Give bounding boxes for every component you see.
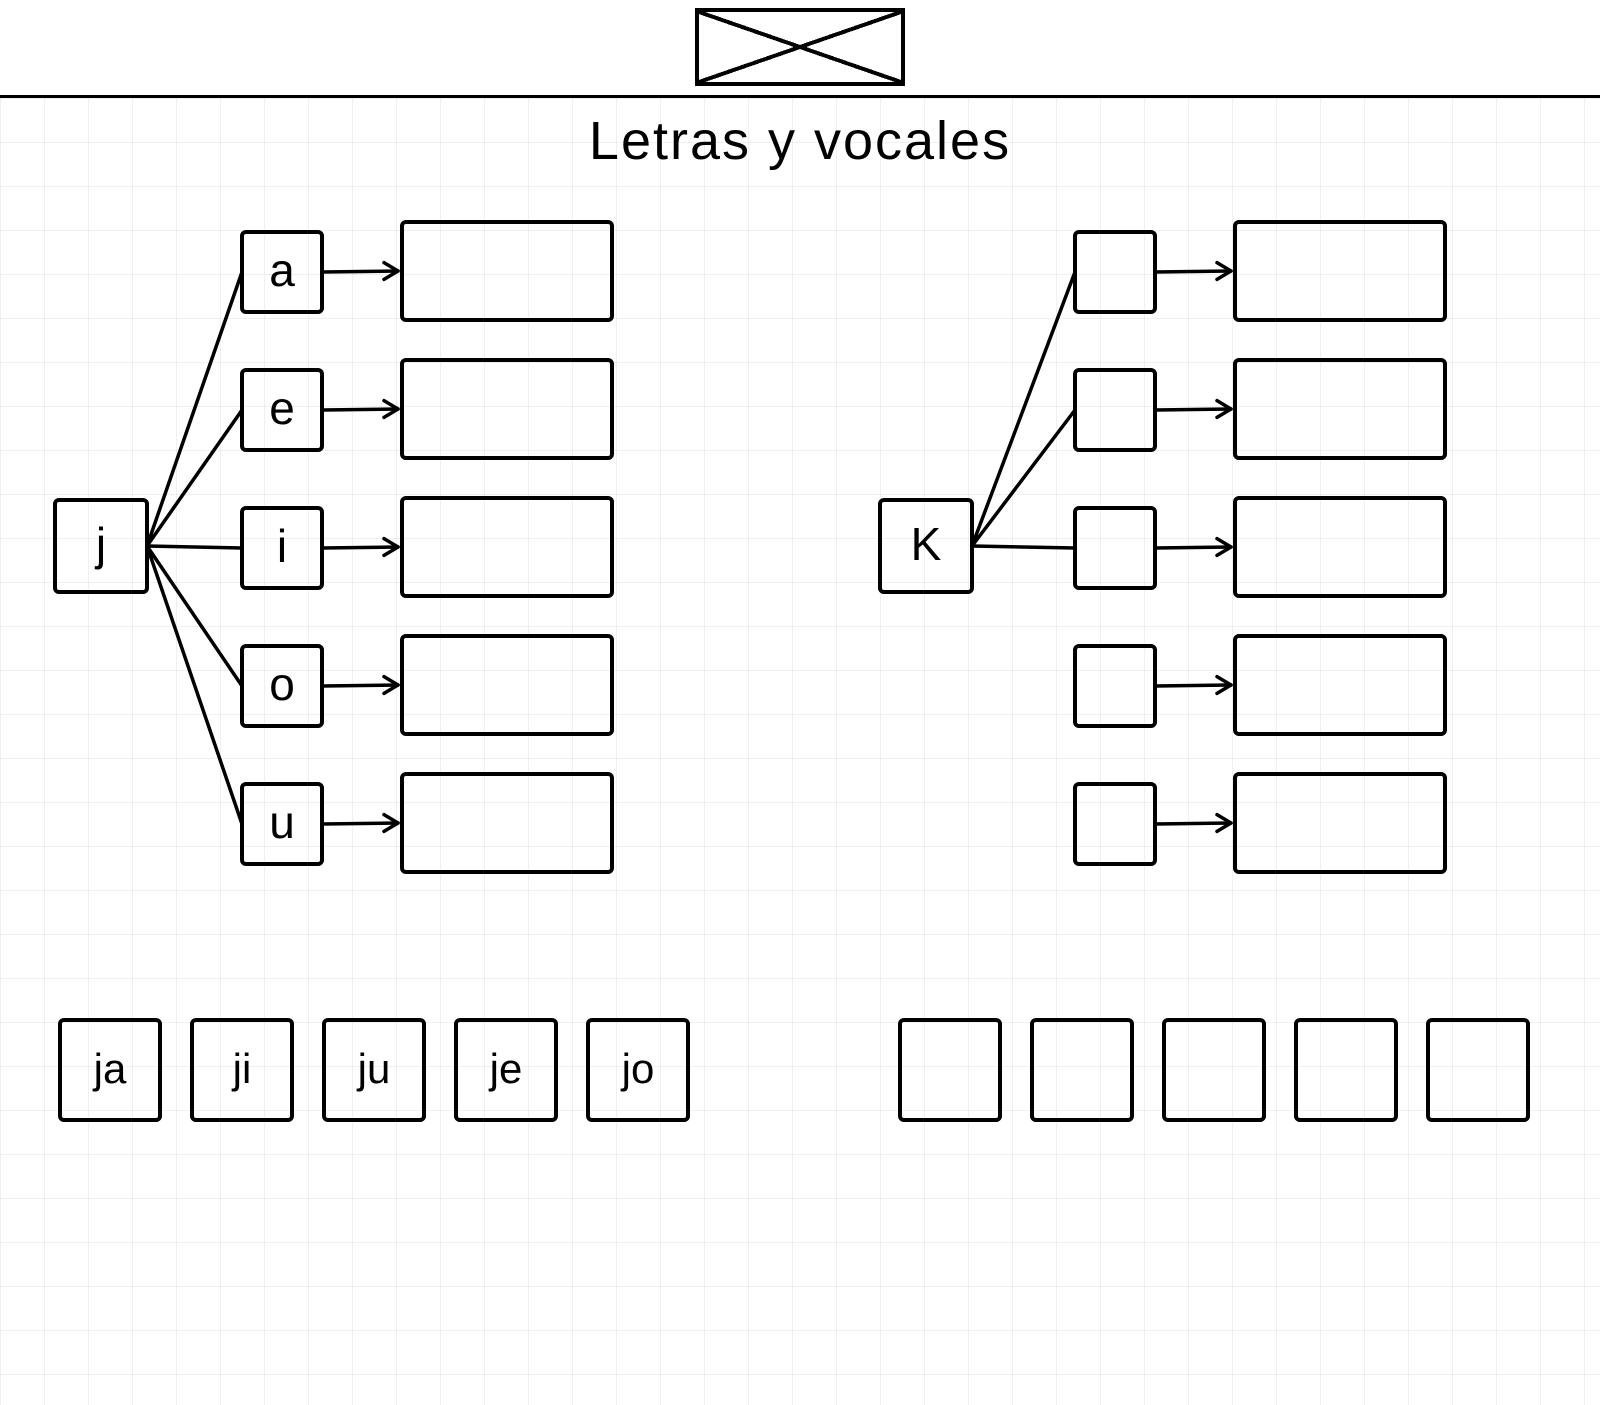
left-vowel-label-1: e: [269, 382, 295, 434]
right-tiles-tile-1[interactable]: [1032, 1020, 1132, 1120]
right-vowel-box-3[interactable]: [1075, 646, 1155, 726]
right-tiles-tile-2[interactable]: [1164, 1020, 1264, 1120]
left-vowel-label-3: o: [269, 658, 295, 710]
left-vowel-label-2: i: [277, 520, 287, 572]
right-vowel-to-target-2: [1155, 547, 1231, 548]
right-vowel-box-0[interactable]: [1075, 232, 1155, 312]
left-vowel-to-target-0: [322, 271, 398, 272]
left-tiles-tile-label-2: ju: [356, 1045, 391, 1092]
right-vowel-to-target-4: [1155, 823, 1231, 824]
right-target-box-1[interactable]: [1235, 360, 1445, 458]
left-tiles-tile-label-0: ja: [92, 1045, 127, 1092]
right-root-to-vowel-2: [972, 546, 1075, 548]
left-root-to-vowel-0: [147, 272, 242, 546]
left-root-to-vowel-4: [147, 546, 242, 824]
left-root-to-vowel-2: [147, 546, 242, 548]
right-vowel-to-target-0: [1155, 271, 1231, 272]
left-tiles-tile-label-1: ji: [231, 1045, 252, 1092]
left-vowel-to-target-1: [322, 409, 398, 410]
left-tiles-tile-label-3: je: [488, 1045, 523, 1092]
right-tiles-tile-3[interactable]: [1296, 1020, 1396, 1120]
right-vowel-box-4[interactable]: [1075, 784, 1155, 864]
left-vowel-to-target-3: [322, 685, 398, 686]
left-target-box-4[interactable]: [402, 774, 612, 872]
worksheet-page: Letras y vocales jaeiouKjajijujejo: [0, 0, 1600, 1405]
left-target-box-0[interactable]: [402, 222, 612, 320]
left-vowel-label-4: u: [269, 796, 295, 848]
left-vowel-label-0: a: [269, 244, 295, 296]
left-target-box-2[interactable]: [402, 498, 612, 596]
left-vowel-to-target-2: [322, 547, 398, 548]
left-root-label: j: [94, 518, 106, 570]
right-root-label: K: [911, 518, 942, 570]
left-target-box-3[interactable]: [402, 636, 612, 734]
diagram-svg: jaeiouKjajijujejo: [0, 0, 1600, 1405]
left-target-box-1[interactable]: [402, 360, 612, 458]
right-tiles-tile-0[interactable]: [900, 1020, 1000, 1120]
right-target-box-2[interactable]: [1235, 498, 1445, 596]
right-tiles-tile-4[interactable]: [1428, 1020, 1528, 1120]
left-root-to-vowel-3: [147, 546, 242, 686]
right-target-box-3[interactable]: [1235, 636, 1445, 734]
right-target-box-0[interactable]: [1235, 222, 1445, 320]
left-tiles-tile-label-4: jo: [620, 1045, 655, 1092]
right-target-box-4[interactable]: [1235, 774, 1445, 872]
right-root-to-vowel-0: [972, 272, 1075, 546]
right-vowel-to-target-1: [1155, 409, 1231, 410]
right-vowel-box-1[interactable]: [1075, 370, 1155, 450]
right-vowel-to-target-3: [1155, 685, 1231, 686]
left-vowel-to-target-4: [322, 823, 398, 824]
right-root-to-vowel-1: [972, 410, 1075, 546]
right-vowel-box-2[interactable]: [1075, 508, 1155, 588]
left-root-to-vowel-1: [147, 410, 242, 546]
